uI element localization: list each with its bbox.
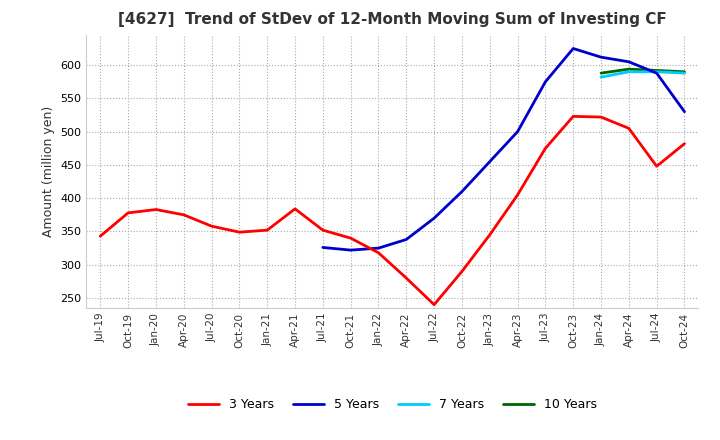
- Y-axis label: Amount (million yen): Amount (million yen): [42, 106, 55, 237]
- 3 Years: [263, 227, 271, 233]
- 7 Years: [680, 70, 689, 76]
- 3 Years: [402, 275, 410, 281]
- 5 Years: [402, 237, 410, 242]
- 5 Years: [513, 129, 522, 134]
- 5 Years: [541, 79, 550, 84]
- Legend: 3 Years, 5 Years, 7 Years, 10 Years: 3 Years, 5 Years, 7 Years, 10 Years: [183, 393, 602, 416]
- 3 Years: [458, 269, 467, 274]
- 10 Years: [624, 66, 633, 72]
- 5 Years: [680, 109, 689, 114]
- 7 Years: [624, 69, 633, 74]
- 3 Years: [291, 206, 300, 212]
- 3 Years: [513, 192, 522, 198]
- Line: 7 Years: 7 Years: [601, 72, 685, 77]
- 3 Years: [430, 302, 438, 307]
- 5 Years: [318, 245, 327, 250]
- 5 Years: [597, 55, 606, 60]
- 3 Years: [207, 224, 216, 229]
- Title: [4627]  Trend of StDev of 12-Month Moving Sum of Investing CF: [4627] Trend of StDev of 12-Month Moving…: [118, 12, 667, 27]
- 5 Years: [652, 70, 661, 76]
- 3 Years: [235, 230, 243, 235]
- 5 Years: [430, 216, 438, 221]
- 3 Years: [318, 227, 327, 233]
- 3 Years: [346, 235, 355, 241]
- Line: 5 Years: 5 Years: [323, 48, 685, 250]
- 3 Years: [597, 114, 606, 120]
- 5 Years: [458, 189, 467, 194]
- 3 Years: [96, 234, 104, 239]
- 5 Years: [624, 59, 633, 64]
- 5 Years: [569, 46, 577, 51]
- 5 Years: [346, 247, 355, 253]
- Line: 10 Years: 10 Years: [601, 69, 685, 73]
- 10 Years: [597, 70, 606, 76]
- 3 Years: [569, 114, 577, 119]
- Line: 3 Years: 3 Years: [100, 116, 685, 304]
- 5 Years: [374, 246, 383, 251]
- 3 Years: [124, 210, 132, 216]
- 3 Years: [652, 164, 661, 169]
- 3 Years: [179, 212, 188, 217]
- 7 Years: [597, 74, 606, 80]
- 3 Years: [152, 207, 161, 212]
- 5 Years: [485, 159, 494, 164]
- 3 Years: [624, 126, 633, 131]
- 3 Years: [680, 141, 689, 146]
- 3 Years: [541, 146, 550, 151]
- 3 Years: [485, 232, 494, 238]
- 7 Years: [652, 69, 661, 74]
- 10 Years: [680, 69, 689, 74]
- 3 Years: [374, 250, 383, 255]
- 10 Years: [652, 68, 661, 73]
